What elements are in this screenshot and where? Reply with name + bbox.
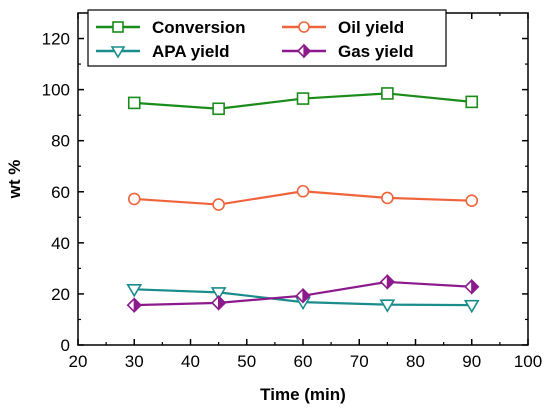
- x-tick-label: 30: [125, 352, 144, 371]
- legend-label: Oil yield: [338, 18, 404, 37]
- legend-label: APA yield: [152, 42, 229, 61]
- y-tick-label: 100: [42, 81, 70, 100]
- x-tick-label: 100: [514, 352, 542, 371]
- legend-item-apa-yield: APA yield: [96, 42, 229, 61]
- x-tick-label: 60: [294, 352, 313, 371]
- legend-item-oil-yield: Oil yield: [282, 18, 404, 37]
- legend-marker-gas-yield: [296, 43, 312, 59]
- legend-label: Conversion: [152, 18, 246, 37]
- data-point-apa-yield: [126, 284, 143, 298]
- y-tick-label: 60: [51, 183, 70, 202]
- data-point-gas-yield: [210, 294, 227, 311]
- y-tick-label: 80: [51, 132, 70, 151]
- legend-marker-apa-yield: [110, 46, 126, 59]
- data-point-apa-yield: [379, 299, 396, 313]
- data-point-oil-yield: [212, 198, 225, 211]
- x-tick-label: 70: [350, 352, 369, 371]
- series-gas-yield: [126, 273, 480, 314]
- series-conversion: [127, 87, 479, 116]
- series-oil-yield: [127, 184, 479, 211]
- data-point-conversion: [212, 102, 225, 116]
- x-tick-label: 90: [462, 352, 481, 371]
- data-point-oil-yield: [296, 184, 310, 198]
- data-point-oil-yield: [381, 191, 394, 205]
- legend-label: Gas yield: [338, 42, 414, 61]
- x-axis: 20 30 40 50 60 70 80 90 100: [69, 13, 542, 371]
- data-point-apa-yield: [463, 299, 480, 314]
- y-tick-label: 20: [51, 285, 70, 304]
- legend-item-gas-yield: Gas yield: [282, 42, 414, 61]
- data-point-conversion: [381, 87, 394, 100]
- legend: Conversion Oil yield APA yield Gas yield: [87, 9, 447, 67]
- x-tick-label: 20: [69, 352, 88, 371]
- legend-marker-conversion: [112, 21, 124, 33]
- x-tick-label: 40: [181, 352, 200, 371]
- y-axis: 0 20 40 60 80 100 120: [42, 30, 528, 355]
- data-point-gas-yield: [379, 273, 396, 290]
- legend-item-conversion: Conversion: [96, 18, 246, 37]
- data-point-conversion: [296, 92, 310, 105]
- data-point-oil-yield: [127, 192, 141, 206]
- data-point-gas-yield: [126, 297, 142, 314]
- x-tick-label: 50: [237, 352, 256, 371]
- x-tick-label: 80: [406, 352, 425, 371]
- x-axis-title: Time (min): [260, 385, 346, 404]
- y-tick-label: 40: [51, 234, 70, 253]
- data-point-conversion: [465, 95, 479, 109]
- y-tick-label: 120: [42, 30, 70, 49]
- legend-box: [87, 9, 447, 67]
- data-point-gas-yield: [464, 278, 480, 295]
- data-point-oil-yield: [465, 194, 479, 208]
- y-axis-title: wt %: [5, 160, 24, 200]
- y-tick-label: 0: [61, 336, 70, 355]
- series-layer: [126, 87, 480, 314]
- data-point-gas-yield: [295, 287, 311, 304]
- data-point-apa-yield: [210, 287, 227, 301]
- data-point-conversion: [127, 96, 141, 110]
- legend-marker-oil-yield: [298, 21, 310, 33]
